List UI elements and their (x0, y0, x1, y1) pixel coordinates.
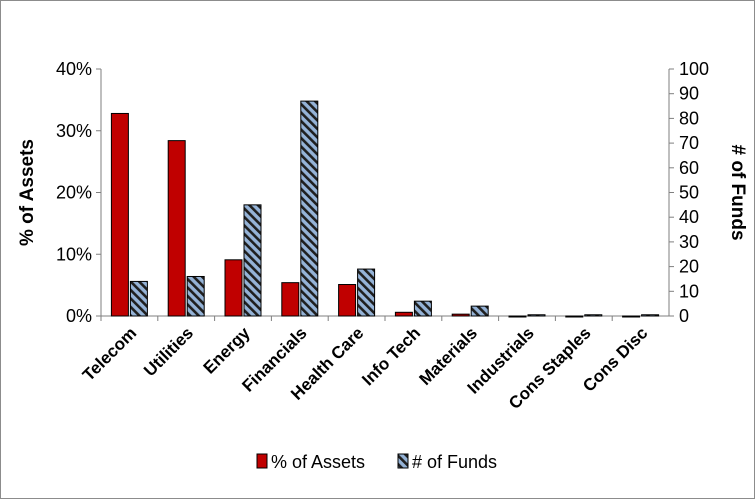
bar-assets-cons-disc (622, 315, 641, 318)
legend-swatch-funds (397, 453, 409, 469)
bar-funds-materials (470, 305, 489, 317)
legend-label-assets: % of Assets (271, 452, 365, 472)
bar-funds-health-care (357, 268, 376, 317)
right-tick-label: 90 (679, 84, 699, 104)
bar-assets-telecom (110, 112, 129, 317)
category-label: Info Tech (358, 323, 424, 389)
legend-swatch-assets (256, 453, 268, 469)
right-axis-title: # of Funds (727, 144, 748, 240)
left-tick-label: 0% (66, 306, 92, 326)
bar-funds-telecom (129, 280, 148, 317)
bar-funds-cons-disc (641, 314, 660, 317)
right-tick-label: 50 (679, 183, 699, 203)
bar-assets-materials (451, 313, 470, 317)
bar-funds-industrials (527, 314, 546, 317)
bar-funds-energy (243, 204, 262, 317)
bar-assets-financials (281, 282, 300, 317)
bar-funds-info-tech (413, 300, 432, 317)
category-label: Utilities (140, 323, 197, 380)
tick-labels: 0% 10% 20% 30% 40% 0 10 20 30 40 50 60 70 80 90 100 Tele… (56, 59, 709, 413)
left-tick-label: 20% (56, 183, 92, 203)
bar-funds-utilities (186, 275, 205, 317)
left-tick-label: 40% (56, 59, 92, 79)
right-tick-label: 20 (679, 257, 699, 277)
bar-funds-cons-staples (584, 314, 603, 317)
category-label: Energy (200, 323, 255, 378)
right-tick-label: 0 (679, 306, 689, 326)
left-axis-title: % of Assets (17, 139, 38, 246)
left-tick-label: 30% (56, 121, 92, 141)
right-tick-label: 80 (679, 108, 699, 128)
bar-assets-health-care (338, 284, 357, 317)
right-tick-label: 10 (679, 281, 699, 301)
bar-assets-utilities (167, 140, 186, 317)
right-tick-label: 30 (679, 232, 699, 252)
bars (110, 100, 660, 318)
bar-funds-financials (300, 100, 319, 317)
category-label: Telecom (79, 323, 140, 384)
left-tick-label: 10% (56, 244, 92, 264)
right-tick-label: 70 (679, 133, 699, 153)
legend-label-funds: # of Funds (412, 452, 497, 472)
bar-assets-info-tech (394, 311, 413, 317)
right-tick-label: 40 (679, 207, 699, 227)
bar-assets-energy (224, 259, 243, 317)
right-tick-label: 100 (679, 59, 709, 79)
bar-assets-cons-staples (565, 315, 584, 318)
right-tick-label: 60 (679, 158, 699, 178)
bar-assets-industrials (508, 315, 527, 318)
legend: % of Assets # of Funds (256, 452, 497, 472)
